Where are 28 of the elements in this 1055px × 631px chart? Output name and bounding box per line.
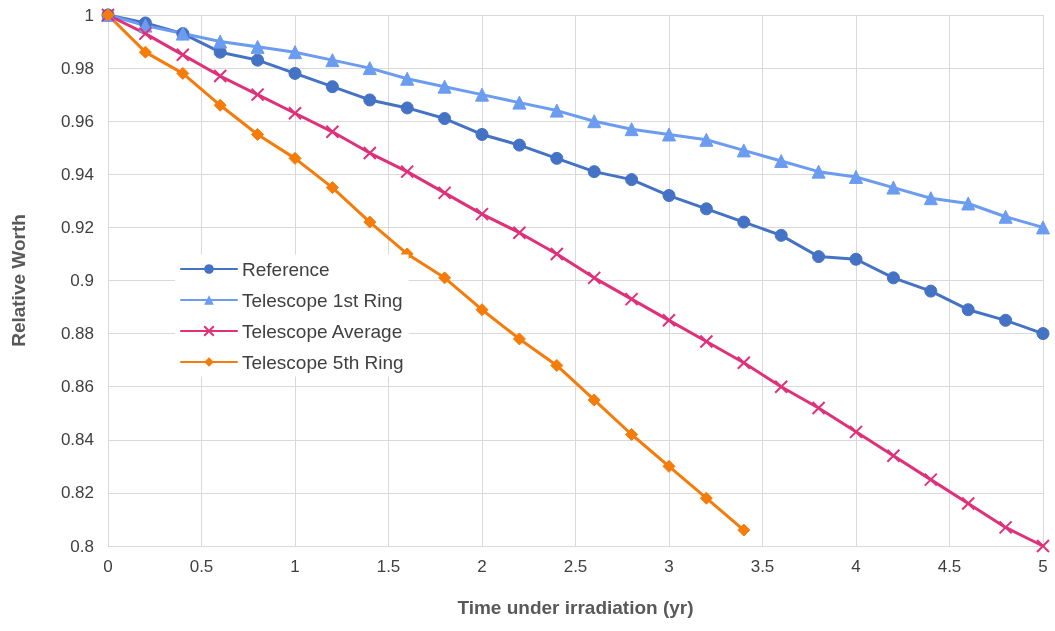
legend-label: Telescope Average: [242, 320, 403, 342]
y-axis-title: Relative Worth: [8, 214, 29, 347]
y-tick-label: 0.8: [70, 536, 94, 556]
x-tick-label: 1: [290, 557, 300, 576]
y-tick-label: 0.98: [60, 58, 94, 78]
x-tick-label: 3: [664, 557, 674, 576]
y-tick-label: 0.94: [60, 164, 94, 184]
x-tick-label: 4.5: [937, 557, 962, 576]
x-tick-label: 0.5: [189, 557, 214, 576]
y-tick-label: 0.82: [60, 483, 94, 503]
x-tick-label: 4: [851, 557, 861, 576]
x-tick-label: 2.5: [563, 557, 588, 576]
y-tick-label: 0.88: [60, 324, 94, 344]
y-tick-label: 1: [84, 5, 94, 25]
y-tick-label: 0.84: [60, 430, 94, 450]
y-tick-label: 0.92: [60, 217, 94, 237]
y-tick-label: 0.86: [60, 377, 94, 397]
legend-label: Reference: [242, 258, 330, 280]
x-tick-label: 1.5: [376, 557, 401, 576]
y-tick-label: 0.96: [60, 111, 94, 131]
y-tick-label: 0.9: [70, 271, 94, 290]
legend-label: Telescope 5th Ring: [242, 351, 404, 373]
x-tick-label: 5: [1038, 557, 1048, 576]
x-tick-label: 3.5: [750, 557, 775, 576]
x-tick-label: 0: [103, 557, 113, 576]
x-axis-title: Time under irradiation (yr): [457, 597, 694, 618]
x-tick-label: 2: [477, 557, 487, 576]
legend-label: Telescope 1st Ring: [242, 289, 403, 311]
